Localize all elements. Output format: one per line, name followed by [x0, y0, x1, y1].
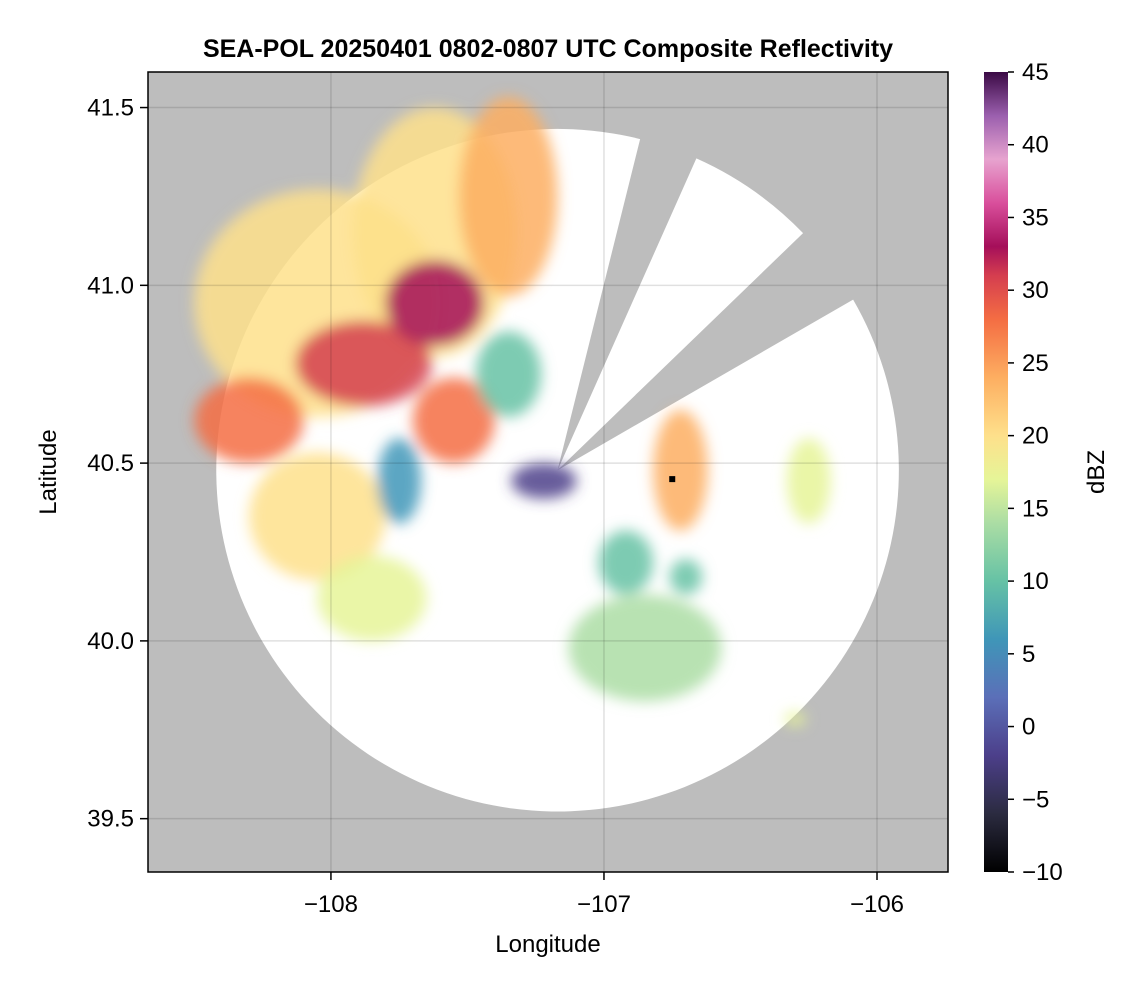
x-tick-label: −108 [304, 891, 358, 918]
x-tick-label: −107 [577, 891, 631, 918]
echo-region [598, 530, 654, 595]
y-tick-label: 41.5 [87, 95, 134, 122]
echo-region [669, 559, 703, 595]
colorbar-tick-label: −5 [1022, 786, 1049, 813]
echo-region [317, 555, 427, 641]
y-tick-label: 40.5 [87, 450, 134, 477]
echo-region [385, 260, 484, 346]
echo-region [653, 409, 708, 531]
colorbar-tick-label: 45 [1022, 59, 1049, 86]
echo-region [784, 712, 807, 727]
y-axis: 39.5 40.0 40.5 41.0 41.5 [87, 95, 148, 833]
y-axis-label: Latitude [35, 429, 62, 514]
colorbar: −10 −5 0 5 10 15 20 25 30 35 40 45 dBZ [984, 59, 1110, 886]
echo-region [568, 594, 722, 702]
colorbar-tick-label: 30 [1022, 277, 1049, 304]
plot-frame [147, 71, 949, 873]
chart-title: SEA-POL 20250401 0802-0807 UTC Composite… [203, 35, 893, 63]
colorbar-tick-label: 5 [1022, 641, 1035, 668]
x-tick-label: −106 [850, 891, 904, 918]
echo-region [459, 96, 558, 296]
colorbar-ticks: −10 −5 0 5 10 15 20 25 30 35 40 45 [1008, 59, 1063, 886]
echo-region [511, 463, 577, 499]
y-tick-label: 40.0 [87, 628, 134, 655]
y-tick-label: 41.0 [87, 272, 134, 299]
echo-region [249, 452, 386, 581]
colorbar-tick-label: 0 [1022, 714, 1035, 741]
echo-region [786, 438, 831, 524]
plot-area [148, 72, 948, 872]
echo-region [412, 377, 495, 464]
colorbar-label: dBZ [1083, 450, 1110, 494]
y-tick-label: 39.5 [87, 806, 134, 833]
echo-region [377, 438, 422, 524]
radar-marker [669, 476, 676, 483]
colorbar-tick-label: 15 [1022, 495, 1049, 522]
echo-region [475, 331, 542, 417]
colorbar-tick-label: 35 [1022, 204, 1049, 231]
colorbar-tick-label: −10 [1022, 859, 1063, 886]
x-axis-label: Longitude [495, 931, 600, 958]
x-axis: −108 −107 −106 [304, 872, 904, 918]
echo-layer [194, 96, 831, 727]
grid-lines [148, 72, 948, 872]
colorbar-tick-label: 25 [1022, 350, 1049, 377]
echo-region [295, 320, 432, 407]
colorbar-bar [984, 72, 1008, 872]
echo-region [194, 377, 304, 464]
colorbar-tick-label: 10 [1022, 568, 1049, 595]
colorbar-tick-label: 20 [1022, 423, 1049, 450]
colorbar-tick-label: 40 [1022, 132, 1049, 159]
